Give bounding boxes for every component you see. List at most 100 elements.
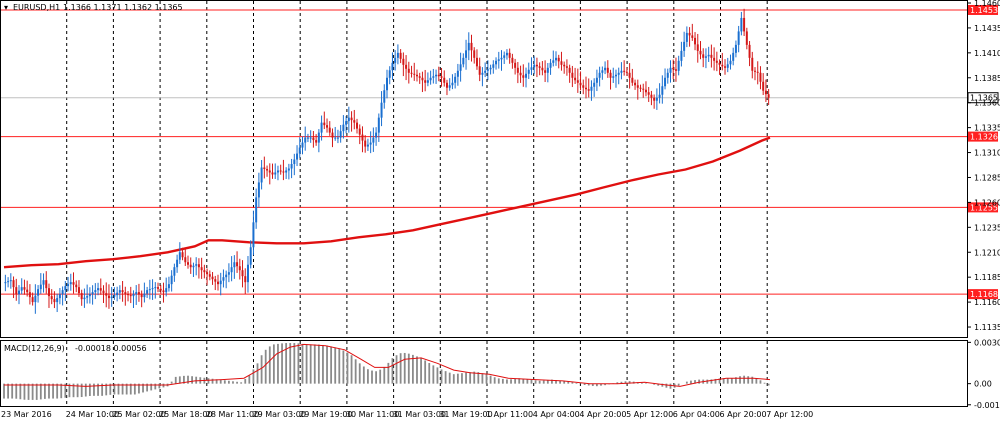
candle-body <box>236 262 239 267</box>
candle-body <box>312 137 315 141</box>
candle-body <box>440 76 443 78</box>
candle-body <box>276 170 279 173</box>
candle-body <box>391 62 394 71</box>
candle-body <box>7 281 10 283</box>
candle-body <box>230 267 233 273</box>
time-tick-label: 29 Mar 03:00 <box>253 410 306 419</box>
candle-body <box>745 31 748 45</box>
candle-body <box>386 77 388 91</box>
price-tick-label: 1.1285 <box>974 173 1000 182</box>
candle-body <box>437 74 440 77</box>
candle-body <box>94 290 97 293</box>
candle-body <box>715 60 718 63</box>
candle-body <box>132 294 135 297</box>
candle-body <box>328 127 331 133</box>
time-tick-label: 7 Apr 12:00 <box>766 410 813 419</box>
candle-body <box>181 252 184 258</box>
candle-body <box>696 44 699 51</box>
candle-body <box>282 171 285 173</box>
candle-body <box>129 295 132 297</box>
candle-body <box>260 167 263 183</box>
candle-body <box>356 122 359 129</box>
candle-body <box>233 262 236 268</box>
candle-body <box>729 60 732 65</box>
candle-body <box>762 81 765 91</box>
symbol-dropdown-icon[interactable]: ▾ <box>4 3 8 12</box>
candle-body <box>211 276 214 280</box>
candle-body <box>634 82 637 86</box>
macd-tick-label: -0.00156 <box>974 401 1000 410</box>
candle-body <box>699 50 702 55</box>
candle-body <box>399 52 402 59</box>
candle-body <box>546 67 549 73</box>
candle-body <box>361 134 364 141</box>
candle-body <box>740 17 743 32</box>
candle-body <box>454 76 457 83</box>
macd-values: -0.00018 0.00056 <box>75 344 147 353</box>
macd-plot-frame <box>0 340 968 407</box>
level-price-label: 1.1453 <box>970 6 998 15</box>
candle-body <box>737 31 740 45</box>
candle-body <box>448 85 451 88</box>
candle-body <box>713 57 716 61</box>
candle-body <box>519 72 522 76</box>
current-price-tag <box>967 92 999 104</box>
candle-body <box>187 262 190 265</box>
ohlc-readout: 1.1366 1.1371 1.1362 1.1365 <box>63 3 183 12</box>
candle-body <box>323 122 326 126</box>
candle-body <box>402 58 405 65</box>
candle-body <box>154 287 157 289</box>
candle-body <box>285 170 288 173</box>
candle-body <box>184 257 187 263</box>
candle-body <box>56 298 59 303</box>
candle-body <box>306 137 309 139</box>
candle-body <box>721 64 724 67</box>
candle-body <box>50 296 53 300</box>
horizontal-levels[interactable]: 1.1453 1.1326 1.1255 1.1168 1.1365 <box>1 4 999 300</box>
candle-body <box>410 72 413 74</box>
candle-body <box>604 67 607 71</box>
candle-body <box>167 284 170 289</box>
candle-body <box>495 60 498 65</box>
candle-body <box>710 54 713 58</box>
candle-body <box>326 125 329 128</box>
candle-body <box>72 282 75 285</box>
candle-body <box>549 62 552 68</box>
candle-body <box>481 72 484 75</box>
candle-body <box>759 72 762 82</box>
candle-body <box>555 57 558 61</box>
candle-body <box>140 294 143 298</box>
candle-body <box>67 284 70 287</box>
candle-body <box>37 289 40 296</box>
candle-body <box>127 294 130 296</box>
candle-body <box>257 182 260 198</box>
price-axis[interactable]: 1.14601.14351.14101.13851.13601.13351.13… <box>967 0 1000 410</box>
candle-body <box>538 66 541 68</box>
candle-body <box>203 270 206 273</box>
candle-body <box>465 50 468 58</box>
candle-body <box>222 277 225 281</box>
candle-body <box>64 286 67 291</box>
candle-body <box>157 287 160 289</box>
main-plot-frame <box>0 0 968 338</box>
candle-body <box>225 274 228 278</box>
candle-body <box>429 77 432 81</box>
level-price-label: 1.1168 <box>970 290 998 299</box>
candle-body <box>377 117 380 133</box>
candle-body <box>197 264 200 268</box>
candle-body <box>658 94 661 98</box>
candle-body <box>748 44 751 58</box>
candle-body <box>255 197 258 223</box>
candle-body <box>246 264 249 283</box>
candle-body <box>396 52 399 58</box>
time-tick-label: 25 Mar 18:00 <box>159 410 212 419</box>
candle-body <box>620 70 623 73</box>
candle-body <box>238 266 241 271</box>
candle-body <box>568 67 571 73</box>
candle-body <box>61 290 64 295</box>
candle-body <box>489 67 492 70</box>
candle-body <box>612 76 615 78</box>
